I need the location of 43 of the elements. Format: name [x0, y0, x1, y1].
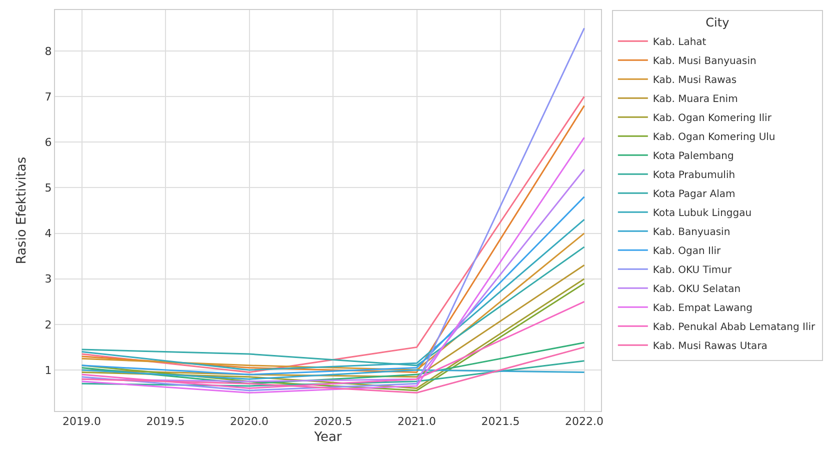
- y-tick-label: 7: [44, 90, 52, 104]
- x-axis-title: Year: [313, 430, 342, 445]
- x-tick-label: 2020.5: [314, 415, 352, 428]
- legend-label: Kab. Musi Banyuasin: [652, 56, 756, 67]
- legend-label: Kota Pagar Alam: [652, 189, 736, 200]
- x-tick-label: 2021.5: [481, 415, 520, 428]
- y-tick-label: 4: [44, 227, 52, 240]
- legend-label: Kab. Ogan Komering Ilir: [652, 113, 772, 124]
- line-series: [81, 196, 585, 376]
- x-tick-label: 2020.0: [230, 415, 269, 428]
- legend-label: Kab. Lahat: [652, 37, 706, 48]
- y-tick-label: 5: [44, 182, 52, 195]
- legend-label: Kab. Banyuasin: [652, 227, 730, 238]
- legend-label: Kab. Empat Lawang: [652, 303, 752, 314]
- x-tick-label: 2022.0: [565, 415, 604, 428]
- y-tick-label: 1: [44, 364, 52, 377]
- legend-label: Kab. Ogan Ilir: [652, 246, 722, 257]
- legend-label: Kab. Muara Enim: [652, 94, 738, 105]
- line-series: [81, 264, 585, 378]
- legend-label: Kota Lubuk Linggau: [652, 208, 752, 219]
- legend-label: Kab. Penukal Abab Lematang Ilir: [652, 322, 816, 333]
- line-series: [81, 136, 585, 394]
- legend-label: Kota Prabumulih: [652, 170, 736, 181]
- y-axis-title: Rasio Efektivitas: [14, 156, 30, 264]
- x-tick-label: 2021.0: [398, 415, 436, 428]
- legend-label: Kab. OKU Timur: [652, 265, 732, 276]
- legend-label: Kab. Ogan Komering Ulu: [652, 132, 776, 143]
- line-series: [81, 300, 585, 389]
- legend-label: Kab. Musi Rawas: [652, 75, 737, 86]
- y-tick-label: 6: [44, 136, 52, 149]
- legend-title: City: [706, 16, 730, 30]
- legend-label: Kab. OKU Selatan: [652, 284, 741, 295]
- y-tick-label: 8: [44, 44, 52, 58]
- line-series: [81, 27, 585, 392]
- x-tick-label: 2019.5: [146, 415, 185, 428]
- line-series: [81, 360, 585, 387]
- x-tick-label: 2019.0: [62, 415, 102, 428]
- line-series: [81, 342, 585, 384]
- line-series: [81, 346, 585, 394]
- legend-label: Kab. Musi Rawas Utara: [652, 341, 768, 352]
- legend-label: Kota Palembang: [652, 151, 734, 162]
- y-tick-label: 3: [44, 272, 52, 286]
- y-tick-label: 2: [44, 318, 52, 332]
